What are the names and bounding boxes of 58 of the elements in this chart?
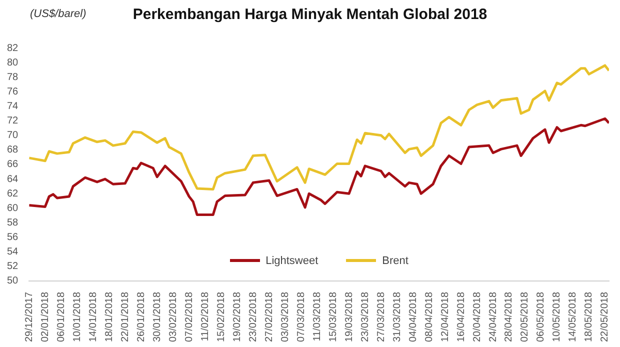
x-tick-label: 14/05/2018: [568, 292, 579, 342]
x-tick-label: 11/03/2018: [312, 292, 323, 342]
x-tick-label: 06/05/2018: [536, 292, 547, 342]
y-tick-label: 78: [7, 72, 19, 83]
x-tick-label: 02/05/2018: [520, 292, 531, 342]
y-tick-label: 68: [7, 144, 19, 156]
y-tick-label: 70: [7, 130, 19, 142]
y-tick-label: 64: [7, 174, 19, 185]
x-tick-label: 04/04/2018: [408, 292, 419, 342]
x-tick-label: 11/02/2018: [200, 292, 211, 342]
y-tick-label: 56: [7, 232, 19, 244]
x-tick-label: 08/04/2018: [424, 292, 435, 342]
y-tick-label: 82: [7, 42, 19, 54]
x-tick-label: 23/02/2018: [248, 292, 259, 342]
legend-label: Brent: [382, 254, 408, 267]
y-tick-label: 76: [7, 86, 19, 98]
x-tick-label: 07/02/2018: [184, 292, 195, 342]
x-tick-label: 10/05/2018: [552, 292, 563, 342]
chart-title: Perkembangan Harga Minyak Mentah Global 2018: [132, 6, 488, 24]
y-tick-label: 50: [7, 276, 19, 287]
x-tick-label: 14/01/2018: [88, 292, 99, 342]
x-tick-label: 19/03/2018: [344, 292, 355, 342]
x-tick-label: 31/03/2018: [392, 292, 403, 342]
x-tick-label: 10/01/2018: [72, 292, 83, 342]
x-tick-label: 30/01/2018: [152, 292, 163, 342]
x-tick-label: 27/03/2018: [376, 292, 387, 342]
x-tick-label: 20/04/2018: [472, 292, 483, 342]
x-tick-label: 27/02/2018: [264, 292, 275, 342]
y-tick-label: 62: [7, 188, 19, 200]
x-tick-label: 22/05/2018: [600, 292, 611, 342]
x-tick-label: 06/01/2018: [56, 292, 67, 342]
x-tick-label: 22/01/2018: [120, 292, 131, 342]
y-axis-title: (US$/barel): [30, 8, 86, 20]
x-tick-label: 23/03/2018: [360, 292, 371, 342]
y-tick-label: 72: [7, 116, 19, 127]
legend-label: Lightsweet: [266, 254, 318, 267]
x-tick-label: 16/04/2018: [456, 292, 467, 342]
x-tick-label: 15/02/2018: [216, 292, 227, 342]
y-tick-label: 60: [7, 202, 19, 214]
y-tick-label: 58: [7, 217, 19, 228]
x-tick-label: 02/01/2018: [40, 292, 51, 342]
x-tick-label: 07/03/2018: [296, 292, 307, 342]
x-tick-label: 03/02/2018: [168, 292, 179, 342]
x-tick-label: 18/01/2018: [104, 292, 115, 342]
y-tick-label: 54: [7, 246, 19, 258]
y-tick-label: 80: [7, 57, 19, 68]
x-tick-label: 18/05/2018: [584, 292, 595, 342]
x-tick-label: 26/01/2018: [136, 292, 147, 342]
x-tick-label: 28/04/2018: [504, 292, 515, 342]
y-tick-label: 52: [7, 261, 19, 272]
x-tick-label: 15/03/2018: [328, 292, 339, 342]
x-tick-label: 24/04/2018: [488, 292, 499, 342]
x-tick-label: 19/02/2018: [232, 292, 243, 342]
x-tick-label: 03/03/2018: [280, 292, 291, 342]
y-tick-label: 74: [7, 100, 19, 112]
x-tick-label: 29/12/2017: [24, 292, 35, 342]
y-tick-label: 66: [7, 159, 19, 170]
x-tick-label: 12/04/2018: [440, 292, 451, 342]
